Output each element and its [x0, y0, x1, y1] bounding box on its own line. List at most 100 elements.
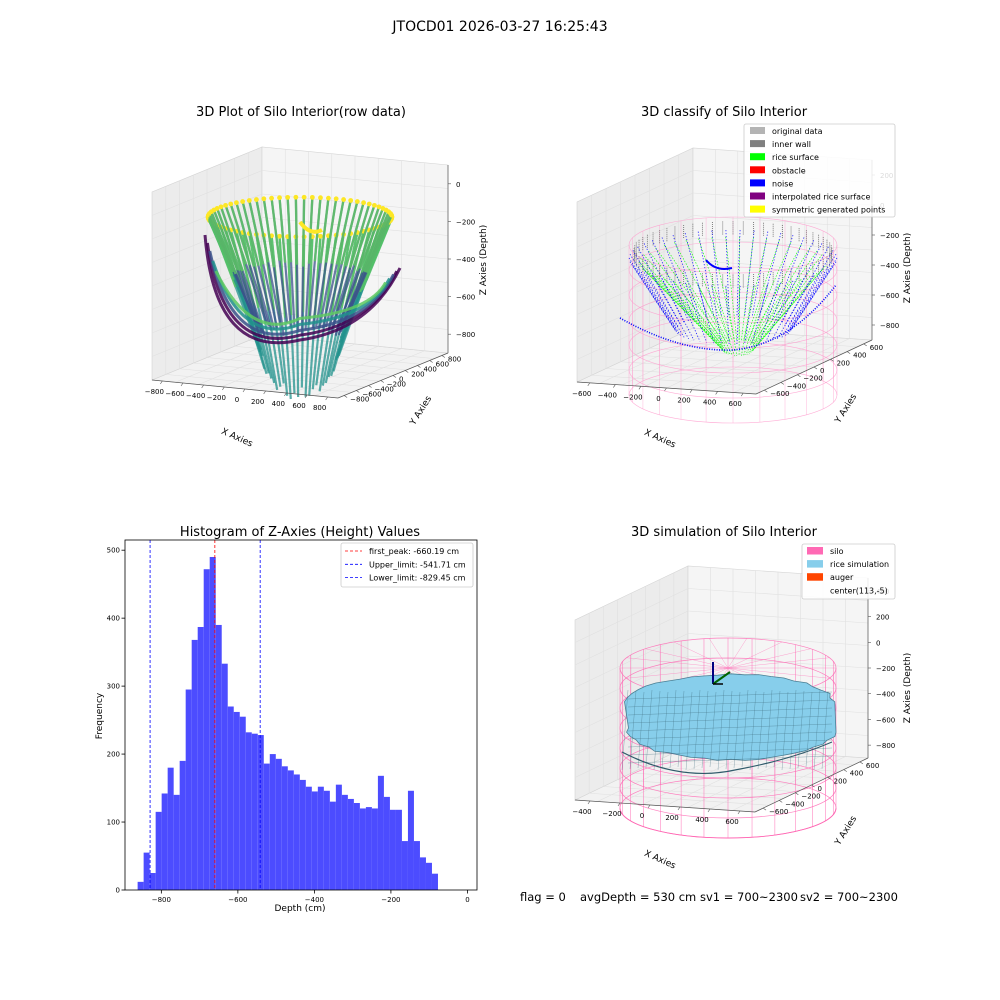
rice-surface-point	[751, 250, 818, 345]
rice-mesh-line	[773, 690, 781, 768]
silo-roof-spoke	[626, 657, 729, 669]
p4-z-tick-label: −800	[876, 742, 895, 750]
noise-arc	[705, 259, 733, 270]
noise-point	[771, 278, 805, 341]
raw-data-point	[318, 233, 323, 239]
x-tick-label: 0	[465, 896, 469, 904]
raw-data-point	[309, 194, 315, 200]
histogram-bar	[173, 794, 180, 890]
p4-x-tick-label: −200	[602, 810, 621, 818]
rice-surface-point	[749, 279, 802, 354]
noise-point	[629, 253, 677, 329]
footer-flag: flag = 0	[520, 890, 566, 904]
p1-gridline	[261, 193, 449, 213]
raw-data-point	[240, 199, 246, 204]
histogram-bar	[329, 801, 336, 890]
p2-gridline	[576, 215, 694, 270]
noise-point	[789, 253, 837, 329]
p4-y-tick-label: −200	[801, 793, 820, 801]
rice-mesh-line	[781, 691, 789, 771]
p2-gridline	[711, 336, 828, 392]
histogram-bar	[335, 784, 342, 890]
p4-y-tick	[795, 792, 799, 795]
rice-surface-point	[743, 285, 768, 356]
legend-swatch	[807, 573, 823, 581]
rice-mesh-line	[637, 691, 645, 769]
p1-z-tick-label: −600	[456, 294, 475, 302]
histogram-bar	[413, 841, 420, 890]
p1-x-tick	[325, 396, 328, 401]
histogram-bar	[203, 569, 210, 890]
rice-mesh-line	[627, 731, 833, 740]
raw-data-point	[361, 200, 366, 206]
raw-data-point	[301, 194, 307, 200]
rice-mesh-line	[621, 689, 629, 771]
panel-title-simulation: 3D simulation of Silo Interior	[631, 525, 818, 540]
p2-gridline	[605, 368, 786, 381]
p2-x-tick	[613, 384, 616, 388]
histogram-bar	[149, 873, 156, 890]
noise-point	[651, 275, 689, 340]
simulation-surface	[619, 637, 837, 839]
legend-label: first_peak: -660.19 cm	[369, 547, 459, 556]
p2-x-tick	[638, 386, 642, 390]
silo-roof-spoke	[727, 648, 811, 669]
rice-mesh-line	[627, 723, 833, 732]
p2-gridline	[634, 354, 815, 368]
y-tick-label: 500	[107, 547, 120, 555]
ylabel-simulation: Y Axies	[833, 814, 859, 848]
p1-gridline	[193, 362, 380, 382]
histogram-bar	[281, 766, 288, 890]
ylabel-raw: Y Axies	[408, 394, 434, 428]
p4-gridline	[574, 588, 689, 643]
p2-x-tick-label: 200	[677, 397, 690, 405]
legend-label: Upper_limit: -541.71 cm	[369, 560, 466, 569]
noise-point	[765, 280, 794, 342]
p1-gridline	[261, 217, 449, 236]
p4-z-tick-label: 0	[876, 639, 880, 647]
histogram-bar	[359, 808, 366, 890]
rice-mesh-line	[693, 689, 701, 770]
raw-data-point	[269, 195, 274, 201]
footer-sv2: sv2 = 700~2300	[800, 890, 898, 904]
histogram-bar	[269, 754, 276, 890]
p1-x-tick	[242, 388, 246, 393]
p4-x-tick	[707, 808, 711, 813]
raw-data-point	[214, 206, 220, 211]
axes3d-ticks-classify: −600 −400 −200 0 200 400 600−600−400−200020040…	[572, 160, 899, 408]
zlabel-raw: Z Axies (Depth)	[479, 225, 489, 296]
histogram-bar	[179, 760, 186, 890]
histogram-bar	[185, 689, 192, 890]
raw-data-strip	[248, 200, 265, 265]
rice-surface-point	[640, 258, 723, 348]
x-tick-label: −200	[381, 896, 400, 904]
raw-data-points	[203, 194, 402, 400]
raw-data-strip	[286, 236, 293, 315]
noise-point	[736, 230, 741, 317]
p4-gridline	[687, 753, 801, 808]
p1-y-tick-label: −600	[362, 391, 381, 399]
histogram-bar	[161, 793, 168, 890]
rice-mesh-line	[717, 689, 725, 771]
noise-point	[751, 231, 769, 317]
raw-data-strip	[255, 199, 270, 263]
histogram-bar	[305, 786, 312, 890]
legend-swatch	[750, 153, 765, 161]
histogram-bar	[389, 809, 396, 890]
p1-y-tick	[343, 395, 348, 398]
p4-gridline	[631, 772, 812, 786]
p4-x-tick-label: 600	[725, 818, 738, 826]
p1-y-tick	[429, 360, 433, 363]
rice-surface-point	[725, 236, 738, 341]
p1-x-tick	[160, 380, 163, 385]
zlabel-classify: Z Axies (Depth)	[903, 233, 913, 304]
p2-y-tick-label: 400	[853, 352, 866, 360]
legend-label: obstacle	[772, 166, 806, 175]
rice-surface-point	[674, 242, 729, 342]
raw-data-strip	[344, 202, 365, 267]
p2-x-tick-label: −400	[598, 392, 617, 400]
silo-front-rim	[619, 807, 837, 839]
p2-y-tick	[764, 389, 768, 393]
silo-roof-spoke	[727, 641, 783, 669]
p2-y-tick-label: 200	[837, 359, 850, 367]
